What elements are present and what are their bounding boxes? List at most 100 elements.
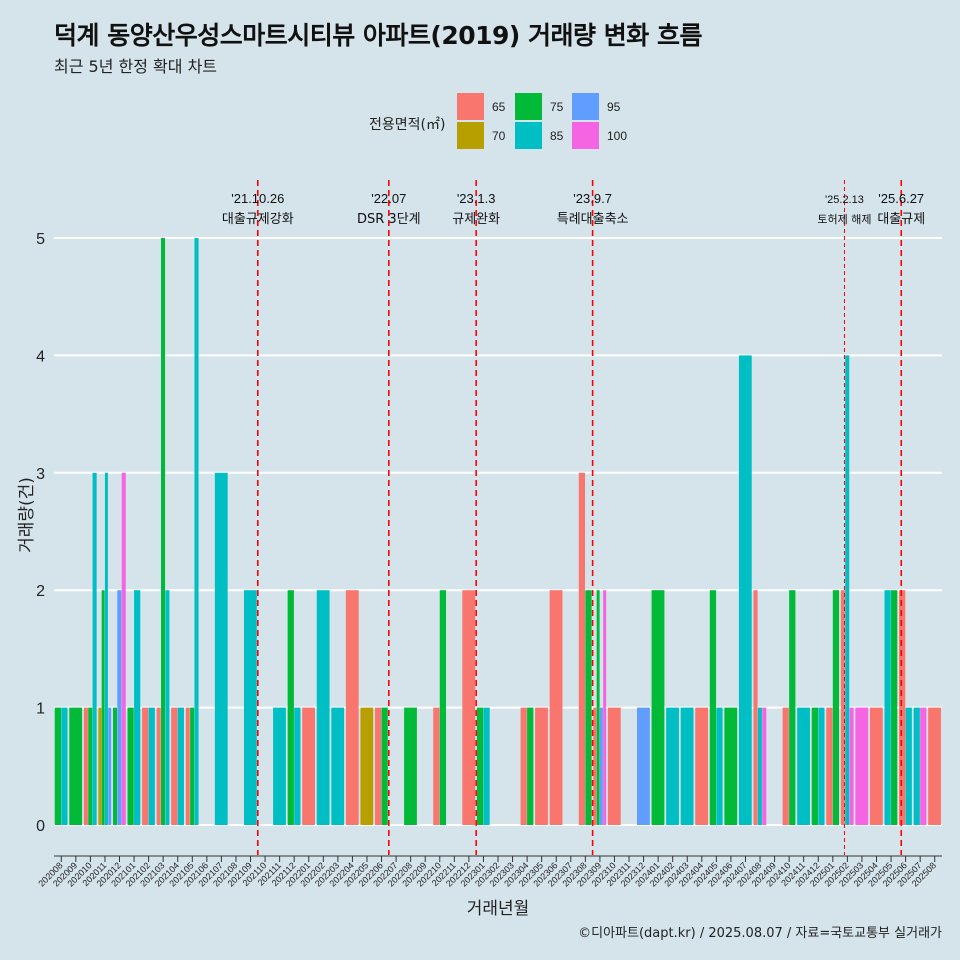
bar-202404-65 bbox=[695, 707, 709, 825]
event-date-label: '22.07 bbox=[371, 191, 406, 206]
y-tick-label: 2 bbox=[36, 583, 45, 600]
legend-label-85: 85 bbox=[550, 129, 564, 143]
bar-202102-85 bbox=[148, 707, 155, 825]
legend-swatch-75 bbox=[515, 93, 542, 120]
bar-202107-85 bbox=[214, 472, 228, 825]
bar-202507-85 bbox=[913, 707, 920, 825]
legend-swatch-65 bbox=[457, 93, 484, 120]
bar-202208-75 bbox=[404, 707, 417, 825]
bar-202008-85 bbox=[61, 707, 68, 825]
bar-202502-85 bbox=[845, 355, 850, 825]
event-text-label: 대출규제 bbox=[877, 212, 925, 227]
bar-202111-85 bbox=[273, 707, 286, 825]
bar-202504-65 bbox=[869, 707, 883, 825]
bar-202502-65 bbox=[840, 590, 845, 825]
bar-202310-65 bbox=[607, 707, 621, 825]
bar-202408-65 bbox=[753, 590, 758, 825]
bar-202109-85 bbox=[243, 590, 257, 825]
bar-202210-75 bbox=[439, 590, 447, 825]
bar-202508-65 bbox=[928, 707, 941, 825]
bar-202012-95 bbox=[117, 590, 122, 825]
event-text-label: 특례대출축소 bbox=[557, 212, 629, 227]
bar-202011-95 bbox=[108, 707, 112, 825]
bar-202205-70 bbox=[360, 707, 374, 825]
bar-202410-75 bbox=[789, 590, 796, 825]
legend-swatch-85 bbox=[515, 122, 542, 149]
bar-202010-85 bbox=[92, 472, 97, 825]
bar-202501-65 bbox=[826, 707, 833, 825]
event-date-label: '25.2.13 bbox=[825, 194, 864, 206]
bar-202406-75 bbox=[724, 707, 738, 825]
legend-swatch-95 bbox=[572, 93, 599, 120]
legend-label-65: 65 bbox=[492, 100, 506, 114]
bar-202412-85 bbox=[818, 707, 825, 825]
legend-label-95: 95 bbox=[607, 100, 621, 114]
bar-202012-100 bbox=[121, 472, 126, 825]
bar-202503-100 bbox=[855, 707, 869, 825]
bar-202312-95 bbox=[637, 707, 650, 825]
y-tick-label: 1 bbox=[36, 701, 45, 718]
bar-202506-65 bbox=[899, 590, 906, 825]
bar-202105-75 bbox=[190, 707, 195, 825]
bar-202008-75 bbox=[54, 707, 61, 825]
bar-202212-65 bbox=[462, 590, 476, 825]
bar-202104-65 bbox=[171, 707, 178, 825]
event-text-label: DSR 3단계 bbox=[357, 212, 421, 227]
bar-202103-75 bbox=[160, 238, 166, 825]
legend-label-70: 70 bbox=[492, 129, 506, 143]
bar-202309-75 bbox=[596, 590, 600, 825]
chart-title: 덕계 동양산우성스마트시티뷰 아파트(2019) 거래량 변화 흐름 bbox=[54, 21, 702, 50]
legend: 전용면적(㎡) 65 70 75 85 95 100 bbox=[369, 93, 627, 149]
bar-202403-85 bbox=[680, 707, 694, 825]
bar-202009-75 bbox=[69, 707, 83, 825]
x-axis: 2020082020092020102020112020122021012021… bbox=[36, 855, 942, 889]
bar-202412-75 bbox=[811, 707, 818, 825]
bar-202010-75 bbox=[88, 707, 93, 825]
bar-202103-65 bbox=[156, 707, 161, 825]
bar-202505-85 bbox=[884, 590, 891, 825]
bar-202407-85 bbox=[738, 355, 752, 825]
x-axis-title: 거래년월 bbox=[467, 899, 530, 919]
bar-202505-75 bbox=[891, 590, 898, 825]
chart-subtitle: 최근 5년 한정 확대 차트 bbox=[54, 57, 218, 76]
y-tick-label: 3 bbox=[36, 466, 45, 483]
bar-202204-65 bbox=[345, 590, 359, 825]
bar-202309-95 bbox=[599, 707, 603, 825]
y-tick-label: 0 bbox=[36, 818, 45, 835]
bar-202309-65 bbox=[593, 707, 597, 825]
bar-202506-85 bbox=[905, 707, 912, 825]
bars bbox=[54, 238, 941, 825]
event-text-label: 규제완화 bbox=[452, 212, 500, 227]
bar-202305-65 bbox=[535, 707, 548, 825]
bar-202202-85 bbox=[316, 590, 330, 825]
bar-202101-75 bbox=[127, 707, 134, 825]
event-text-label: 대출규제강화 bbox=[222, 212, 294, 227]
y-tick-label: 5 bbox=[36, 231, 45, 248]
event-date-label: '21.10.26 bbox=[231, 191, 284, 206]
bar-202410-65 bbox=[782, 707, 789, 825]
event-date-label: '23.1.3 bbox=[457, 191, 496, 206]
bar-202301-75 bbox=[476, 707, 484, 825]
bar-202112-75 bbox=[287, 590, 294, 825]
y-axis-title: 거래량(건) bbox=[17, 477, 37, 553]
bar-202104-85 bbox=[177, 707, 184, 825]
bar-202411-85 bbox=[797, 707, 810, 825]
bar-202101-85 bbox=[134, 590, 141, 825]
bar-202105-65 bbox=[185, 707, 190, 825]
bar-202402-85 bbox=[666, 707, 679, 825]
bar-202206-65 bbox=[374, 707, 382, 825]
bar-202105-85 bbox=[194, 238, 199, 825]
event-annotations: '21.10.26 대출규제강화 '22.07 DSR 3단계 '23.1.3 규제완화 '… bbox=[222, 180, 925, 855]
legend-label-100: 100 bbox=[607, 129, 627, 143]
y-tick-label: 4 bbox=[36, 348, 45, 365]
legend-label-75: 75 bbox=[550, 100, 564, 114]
bar-202206-75 bbox=[381, 707, 388, 825]
bar-202408-85 bbox=[757, 707, 762, 825]
bar-202103-85 bbox=[165, 590, 170, 825]
bar-202203-85 bbox=[331, 707, 345, 825]
event-date-label: '25.6.27 bbox=[878, 191, 924, 206]
bar-202102-65 bbox=[142, 707, 149, 825]
bar-202011-70 bbox=[98, 707, 102, 825]
bar-202011-85 bbox=[104, 472, 108, 825]
